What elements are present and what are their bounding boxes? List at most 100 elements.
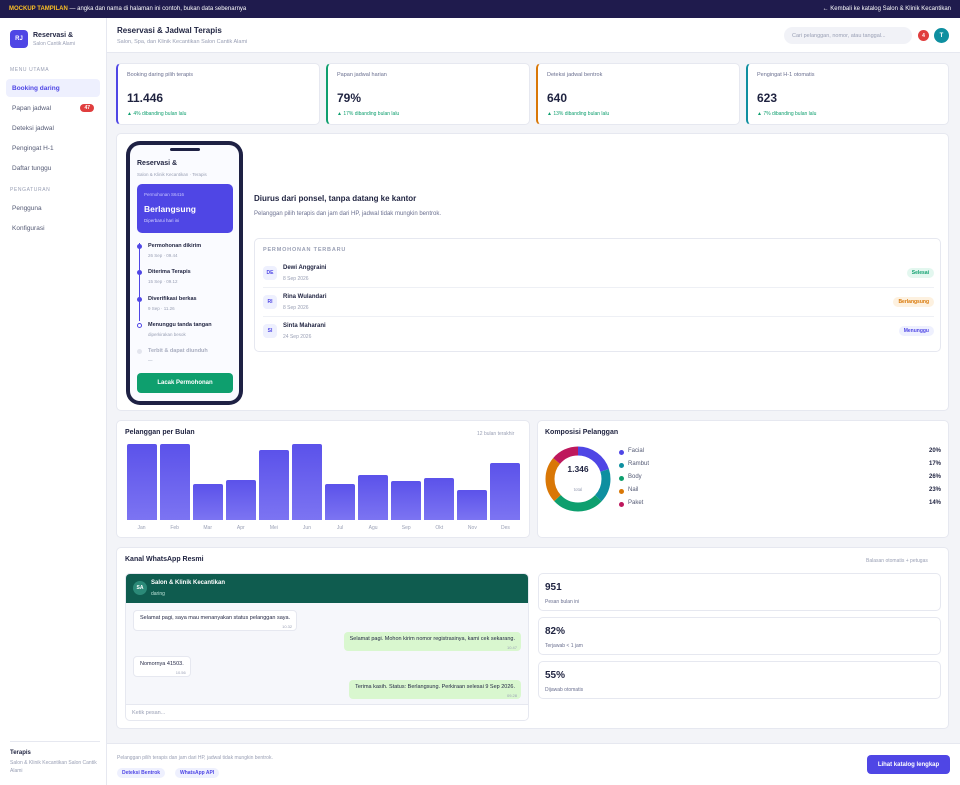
legend-value: 14% [928, 500, 941, 506]
kpi-label: Papan jadwal harian [337, 72, 387, 78]
sidebar-item-daftar-tunggu[interactable]: Daftar tunggu [6, 159, 100, 177]
step-time: — [148, 358, 153, 363]
avatar: DE [263, 266, 277, 280]
x-tick-label: Nov [467, 525, 477, 531]
message-time: 10.56 [175, 669, 186, 675]
step-time: 9 Sep · 11.26 [148, 306, 175, 311]
legend-item: Facial 20% [619, 448, 941, 458]
phone-screen: Reservasi & Salon & Klinik Kecantikan · … [130, 145, 239, 401]
legend-item: Body 26% [619, 474, 941, 484]
mockup-notice: MOCKUP TAMPILAN — angka dan nama di hala… [9, 6, 246, 12]
chat-contact-status: daring [151, 591, 165, 597]
sidebar-item-deteksi-jadwal[interactable]: Deteksi jadwal [6, 119, 100, 137]
x-tick-label: Jul [336, 525, 344, 531]
x-tick-label: Mei [269, 525, 278, 531]
sidebar-item-label: Booking daring [12, 84, 60, 92]
step-done-icon [137, 270, 142, 275]
sidebar-item-label: Pengingat H-1 [12, 144, 54, 152]
whatsapp-chat: SA Salon & Klinik Kecantikan daring Sela… [125, 573, 529, 721]
composition-total-label: total [573, 487, 583, 492]
table-row[interactable]: SI Sinta Maharani 24 Sep 2026 Menunggu [263, 317, 934, 346]
message-time: 09.28 [506, 692, 517, 698]
request-date: 8 Sep 2026 [283, 276, 309, 282]
legend-value: 23% [928, 487, 941, 493]
kpi-delta: ▲ 4% dibanding bulan lalu [127, 111, 187, 117]
search-input[interactable]: Cari pelanggan, nomor, atau tanggal... [784, 27, 912, 44]
x-tick-label: Agu [368, 525, 378, 531]
message-time: 10.32 [282, 623, 293, 629]
status-badge: Berlangsung [893, 297, 934, 307]
phone-mockup: Reservasi & Salon & Klinik Kecantikan · … [126, 141, 243, 405]
outgoing-message: Terima kasih. Status: Berlangsung. Perki… [349, 680, 521, 700]
kpi-value: 11.446 [127, 91, 164, 105]
bar-sep [391, 481, 422, 520]
x-tick-label: Apr [236, 525, 245, 531]
recent-requests: PERMOHONAN TERBARU DE Dewi Anggraini 8 S… [254, 238, 941, 352]
bar-feb [159, 444, 190, 520]
mockup-label: MOCKUP TAMPILAN [9, 6, 68, 12]
avatar[interactable]: T [934, 28, 949, 43]
x-tick-label: Des [501, 525, 510, 531]
step-current-icon [137, 323, 142, 328]
mockup-banner: MOCKUP TAMPILAN — angka dan nama di hala… [0, 0, 960, 18]
message-input[interactable]: Ketik pesan... [126, 704, 528, 720]
composition-donut-chart [545, 446, 611, 512]
stat-value: 951 [545, 582, 562, 593]
message-time: 10.47 [506, 644, 517, 650]
bar-okt [424, 478, 455, 520]
step-time: diperkirakan besok [148, 332, 186, 337]
kpi-delta: ▲ 7% dibanding bulan lalu [757, 111, 817, 117]
legend-value: 17% [928, 461, 941, 467]
legend-label: Rambut [628, 461, 650, 467]
legend-swatch [619, 489, 624, 494]
kpi-value: 79% [337, 91, 362, 105]
page-header: Reservasi & Jadwal Terapis Salon, Spa, d… [107, 18, 960, 53]
bar-agu [358, 475, 389, 520]
hero-title: Diurus dari ponsel, tanpa datang ke kant… [254, 194, 417, 203]
brand[interactable]: RJ Reservasi & Salon Cantik Alami [10, 30, 75, 48]
sidebar-item-pengguna[interactable]: Pengguna [6, 199, 100, 217]
feature-chip: WhatsApp API [175, 768, 220, 778]
donut-slice-paket [545, 446, 611, 512]
request-status-card: Permohonan S6416 Berlangsung Diperbarui … [137, 184, 233, 233]
bar-jul [325, 484, 356, 520]
legend-item: Paket 14% [619, 500, 941, 510]
notification-badge[interactable]: 4 [918, 30, 929, 41]
view-catalog-button[interactable]: Lihat katalog lengkap [867, 755, 950, 774]
incoming-message: Selamat pagi, saya mau menanyakan status… [133, 610, 298, 632]
step-pending-icon [137, 349, 142, 354]
legend-label: Nail [628, 487, 639, 493]
main-menu-heading: MENU UTAMA [10, 67, 50, 73]
avatar: SA [133, 581, 147, 595]
donut-slice-body [545, 446, 611, 512]
table-row[interactable]: DE Dewi Anggraini 8 Sep 2026 Selesai [263, 259, 934, 288]
sidebar-item-label: Daftar tunggu [12, 164, 52, 172]
stat-label: Pesan bulan ini [545, 599, 580, 605]
message-text: Terima kasih. Status: Berlangsung. Perki… [355, 684, 515, 690]
kpi-value: 640 [547, 91, 568, 105]
sidebar-item-pengingat[interactable]: Pengingat H-1 [6, 139, 100, 157]
legend-label: Body [628, 474, 642, 480]
kpi-label: Booking daring pilih terapis [127, 72, 194, 78]
bar-jan [126, 444, 157, 520]
table-row[interactable]: RI Rina Wulandari 8 Sep 2026 Berlangsung [263, 288, 934, 317]
step-title: Diterima Terapis [148, 269, 191, 275]
sidebar-item-booking-daring[interactable]: Booking daring [6, 79, 100, 97]
brand-subtitle: Salon Cantik Alami [33, 40, 75, 47]
back-to-catalog-link[interactable]: ← Kembali ke katalog Salon & Klinik Keca… [822, 6, 951, 12]
kpi-card: Papan jadwal harian 79% ▲ 17% dibanding … [326, 63, 530, 125]
kpi-card: Pengingat H-1 otomatis 623 ▲ 7% dibandin… [746, 63, 949, 125]
chat-header: SA Salon & Klinik Kecantikan daring [126, 574, 528, 603]
mockup-notice-text: — angka dan nama di halaman ini contoh, … [69, 6, 247, 12]
legend-value: 20% [928, 448, 941, 454]
sidebar-item-konfigurasi[interactable]: Konfigurasi [6, 219, 100, 237]
customer-name: Sinta Maharani [283, 323, 326, 329]
kpi-card: Booking daring pilih terapis 11.446 ▲ 4%… [116, 63, 320, 125]
whatsapp-title: Kanal WhatsApp Resmi [125, 556, 204, 563]
whatsapp-stat-card: 951 Pesan bulan ini [538, 573, 941, 611]
role-title: Terapis [10, 750, 31, 756]
track-request-button[interactable]: Lacak Permohonan [137, 373, 233, 393]
sidebar-item-papan-jadwal[interactable]: Papan jadwal 47 [6, 99, 100, 117]
bar-mar [192, 483, 223, 520]
whatsapp-stat-card: 55% Dijawab otomatis [538, 661, 941, 699]
